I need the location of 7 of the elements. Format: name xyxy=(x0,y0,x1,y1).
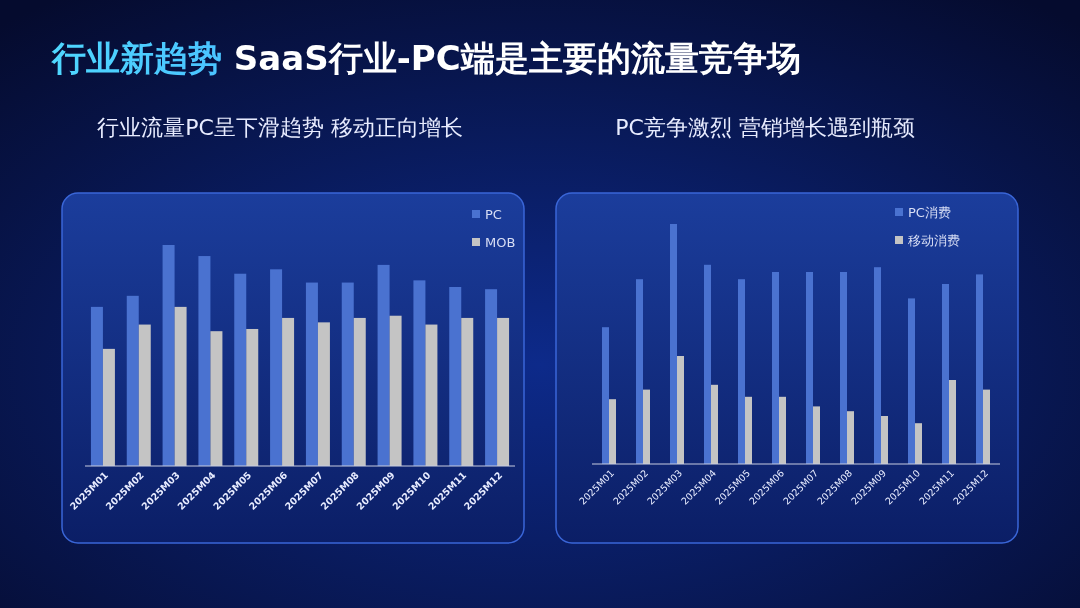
legend-label: PC xyxy=(485,206,502,222)
text: 行业新趋势 SaaS行业-PC端是主要的流量竞争场 xyxy=(51,38,801,78)
legend-label: MOB xyxy=(485,234,516,250)
chart-title: 行业流量PC呈下滑趋势 移动正向增长 xyxy=(97,115,463,140)
legend-label: 移动消费 xyxy=(908,232,960,248)
chart-title: PC竞争激烈 营销增长遇到瓶颈 xyxy=(615,115,915,140)
legend-label: PC消费 xyxy=(908,204,951,220)
